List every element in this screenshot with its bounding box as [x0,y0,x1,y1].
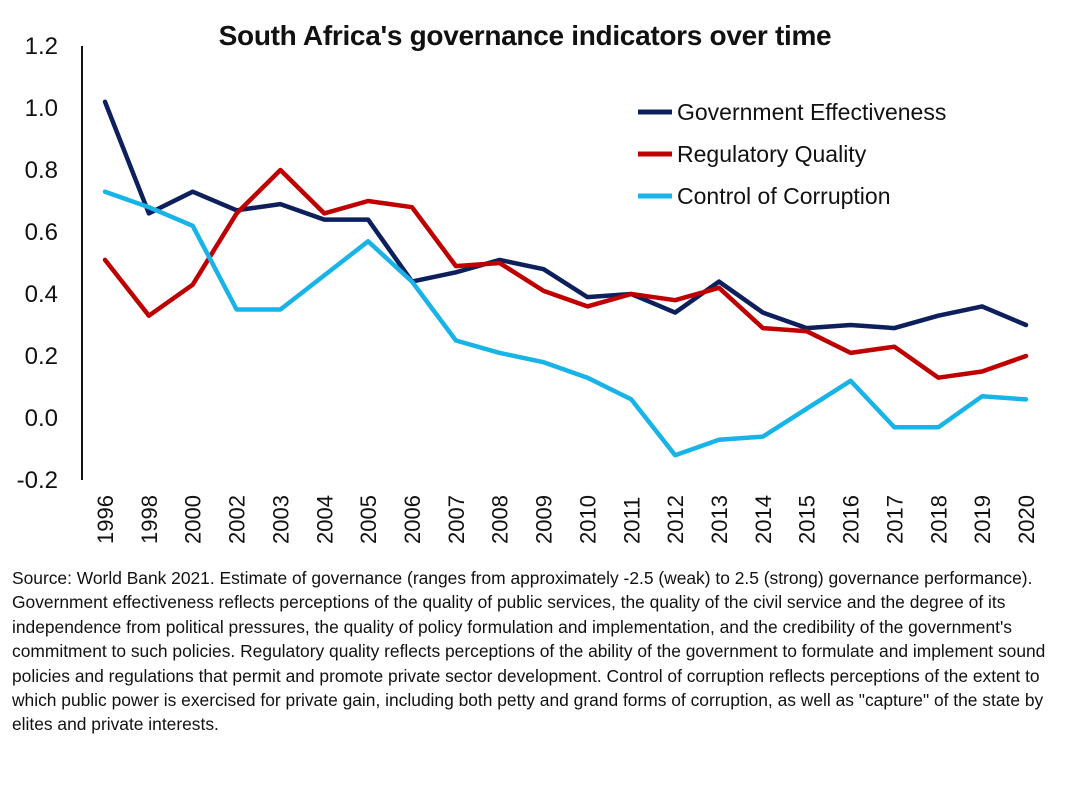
x-tick-label: 2006 [400,495,425,544]
series-lines [102,99,1029,458]
chart-title: South Africa's governance indicators ove… [218,20,832,51]
x-tick-label: 2010 [575,495,600,544]
y-tick-label: 0.6 [25,219,58,246]
series-line [102,167,1029,380]
x-tick-label: 2013 [707,495,732,544]
x-tick-label: 2014 [751,495,776,544]
x-tick-label: 1998 [137,495,162,544]
x-tick-label: 2020 [1014,495,1039,544]
y-tick-label: 1.0 [25,95,58,122]
x-tick-label: 2004 [312,495,337,544]
y-tick-label: 0.0 [25,405,58,432]
x-tick-label: 2018 [926,495,951,544]
source-note: Source: World Bank 2021. Estimate of gov… [12,568,1046,735]
x-tick-label: 1996 [93,495,118,544]
x-tick-label: 2008 [488,495,513,544]
x-tick-label: 2016 [839,495,864,544]
line-chart: 1.2 1.0 0.8 0.6 0.4 0.2 0.0 -0.2 1996 1998 2000 20… [17,33,1039,544]
y-tick-label: 0.4 [25,281,58,308]
x-tick-label: 2000 [181,495,206,544]
y-tick-label: 1.2 [25,33,58,60]
y-axis-ticks: 1.2 1.0 0.8 0.6 0.4 0.2 0.0 -0.2 [17,33,58,494]
legend-label: Regulatory Quality [677,141,867,167]
legend: Government Effectiveness Regulatory Quali… [638,99,946,209]
x-tick-label: 2012 [663,495,688,544]
x-tick-label: 2009 [532,495,557,544]
x-tick-label: 2005 [356,495,381,544]
legend-label: Government Effectiveness [677,99,946,125]
legend-label: Control of Corruption [677,183,891,209]
x-tick-label: 2011 [619,497,644,544]
y-tick-label: -0.2 [17,467,58,494]
series-line [102,189,1029,458]
y-tick-label: 0.2 [25,343,58,370]
x-tick-label: 2015 [795,495,820,544]
series-line [102,99,1029,331]
y-tick-label: 0.8 [25,157,58,184]
x-tick-label: 2002 [225,495,250,544]
x-tick-label: 2017 [882,495,907,544]
x-tick-label: 2003 [268,495,293,544]
x-tick-label: 2019 [970,495,995,544]
x-axis-ticks: 1996 1998 2000 2002 2003 2004 2005 2006 2007 2008… [93,495,1039,544]
x-tick-label: 2007 [444,495,469,544]
